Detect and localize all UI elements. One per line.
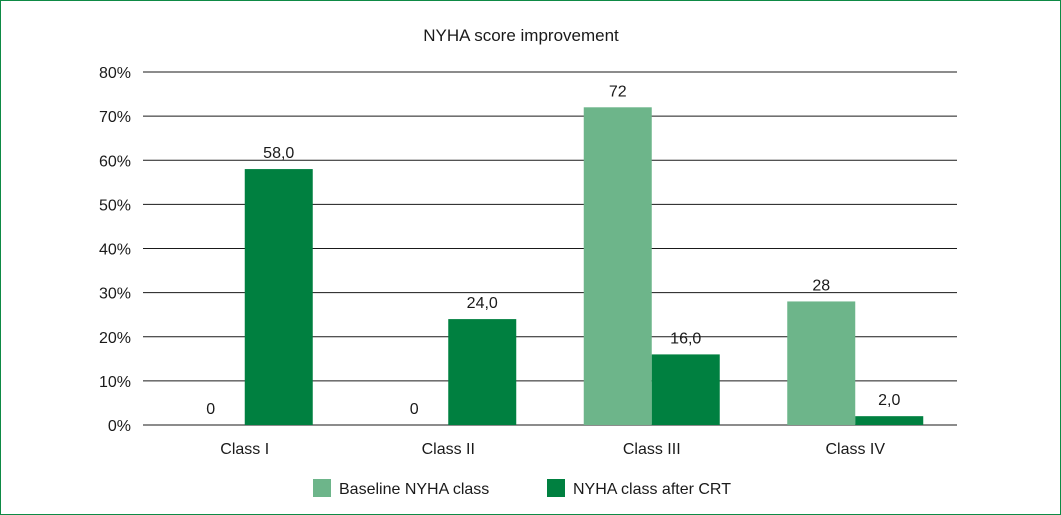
bar-nyha-class-after-crt-class-iii [651,354,720,425]
legend-swatch [313,479,331,497]
data-label: 0 [206,401,215,418]
legend-label: Baseline NYHA class [339,481,489,498]
bar-nyha-class-after-crt-class-i [244,169,313,425]
legend-swatch [547,479,565,497]
y-tick-label: 40% [99,242,131,259]
legend: Baseline NYHA class NYHA class after CRT [313,479,731,498]
x-axis-categories: Class I Class II Class III Class IV [220,441,885,458]
data-label: 2,0 [878,392,900,409]
category-label: Class II [422,441,475,458]
category-label: Class IV [825,441,885,458]
y-tick-label: 10% [99,374,131,391]
category-label: Class III [623,441,681,458]
bar-nyha-class-after-crt-class-ii [448,319,517,425]
y-tick-label: 30% [99,286,131,303]
data-labels: 0 58,0 0 24,0 72 16,0 28 2,0 [206,83,900,418]
y-axis-ticks: 0% 10% 20% 30% 40% 50% 60% 70% 80% [99,65,131,435]
bar-baseline-nyha-class-class-iv [787,301,856,425]
y-tick-label: 0% [108,418,131,435]
category-label: Class I [220,441,269,458]
bar-baseline-nyha-class-class-iii [583,107,652,426]
data-label: 16,0 [670,330,701,347]
data-label: 0 [410,401,419,418]
data-label: 72 [609,83,627,100]
legend-label: NYHA class after CRT [573,481,731,498]
y-tick-label: 70% [99,109,131,126]
y-tick-label: 50% [99,197,131,214]
data-label: 24,0 [467,295,498,312]
chart-title: NYHA score improvement [423,26,619,45]
y-tick-label: 80% [99,65,131,82]
data-label: 58,0 [263,145,294,162]
y-tick-label: 20% [99,330,131,347]
y-tick-label: 60% [99,153,131,170]
bars [244,107,924,426]
bar-nyha-class-after-crt-class-iv [855,416,924,425]
data-label: 28 [812,277,830,294]
